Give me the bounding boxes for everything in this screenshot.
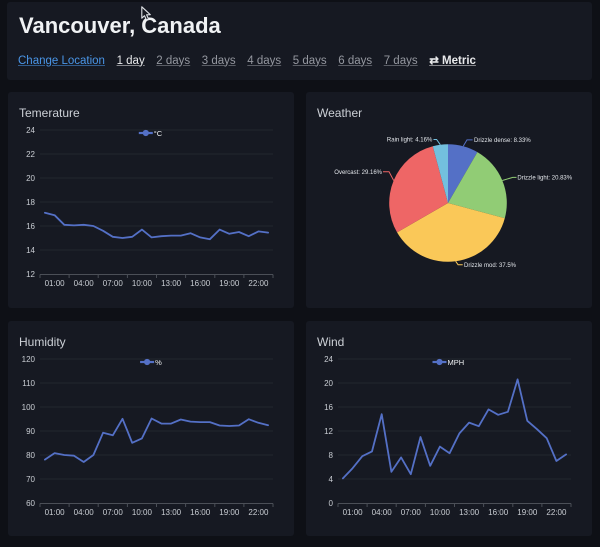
svg-text:°C: °C — [154, 129, 163, 138]
svg-text:10:00: 10:00 — [132, 279, 153, 288]
svg-text:07:00: 07:00 — [103, 279, 124, 288]
svg-text:8: 8 — [329, 451, 334, 460]
svg-text:20: 20 — [324, 379, 333, 388]
svg-text:07:00: 07:00 — [103, 508, 124, 517]
svg-text:Rain light: 4.16%: Rain light: 4.16% — [387, 138, 433, 144]
svg-text:19:00: 19:00 — [219, 508, 240, 517]
svg-text:16:00: 16:00 — [488, 508, 509, 517]
svg-text:22: 22 — [26, 150, 35, 159]
svg-text:10:00: 10:00 — [132, 508, 153, 517]
svg-text:19:00: 19:00 — [219, 279, 240, 288]
svg-text:13:00: 13:00 — [161, 279, 182, 288]
svg-text:110: 110 — [22, 379, 35, 388]
svg-text:22:00: 22:00 — [546, 508, 567, 517]
svg-text:60: 60 — [26, 499, 35, 508]
svg-text:16: 16 — [26, 222, 35, 231]
svg-text:Drizzle mod: 37.5%: Drizzle mod: 37.5% — [464, 263, 517, 269]
svg-text:80: 80 — [26, 451, 35, 460]
svg-text:Wind: Wind — [317, 335, 344, 349]
svg-text:Temerature: Temerature — [19, 106, 80, 120]
svg-text:Overcast: 29.16%: Overcast: 29.16% — [334, 170, 382, 176]
svg-text:01:00: 01:00 — [343, 508, 364, 517]
svg-text:20: 20 — [26, 174, 35, 183]
svg-text:24: 24 — [26, 126, 35, 135]
svg-text:19:00: 19:00 — [517, 508, 538, 517]
svg-text:18: 18 — [26, 198, 35, 207]
svg-text:90: 90 — [26, 427, 35, 436]
svg-text:22:00: 22:00 — [248, 279, 269, 288]
svg-text:Humidity: Humidity — [19, 335, 66, 349]
svg-text:10:00: 10:00 — [430, 508, 451, 517]
svg-text:16:00: 16:00 — [190, 508, 211, 517]
svg-text:24: 24 — [324, 355, 333, 364]
svg-text:12: 12 — [324, 427, 333, 436]
svg-text:120: 120 — [22, 355, 36, 364]
svg-text:13:00: 13:00 — [459, 508, 480, 517]
svg-text:13:00: 13:00 — [161, 508, 182, 517]
svg-text:01:00: 01:00 — [45, 279, 66, 288]
svg-text:Drizzle dense: 8.33%: Drizzle dense: 8.33% — [474, 138, 531, 144]
svg-text:04:00: 04:00 — [74, 508, 95, 517]
svg-text:01:00: 01:00 — [45, 508, 66, 517]
svg-text:14: 14 — [26, 246, 35, 255]
svg-text:Drizzle light: 20.83%: Drizzle light: 20.83% — [517, 176, 572, 182]
svg-text:MPH: MPH — [448, 358, 465, 367]
svg-text:12: 12 — [26, 270, 35, 279]
svg-text:Weather: Weather — [317, 106, 362, 120]
svg-text:04:00: 04:00 — [74, 279, 95, 288]
svg-text:16: 16 — [324, 403, 333, 412]
svg-text:22:00: 22:00 — [248, 508, 269, 517]
svg-text:100: 100 — [22, 403, 36, 412]
svg-text:70: 70 — [26, 475, 35, 484]
svg-text:16:00: 16:00 — [190, 279, 211, 288]
svg-text:4: 4 — [329, 475, 334, 484]
svg-text:0: 0 — [329, 499, 334, 508]
svg-text:%: % — [155, 358, 162, 367]
svg-text:04:00: 04:00 — [372, 508, 393, 517]
svg-text:07:00: 07:00 — [401, 508, 422, 517]
